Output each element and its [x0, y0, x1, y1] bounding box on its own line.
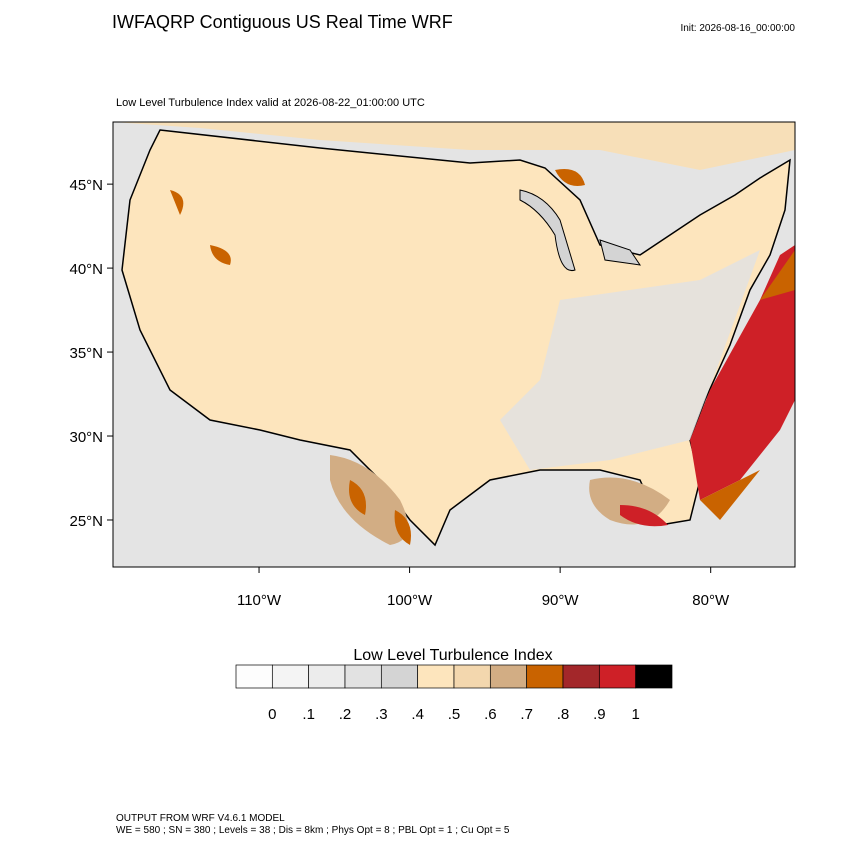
colorbar-box	[635, 664, 673, 689]
colorbar-box	[235, 664, 273, 689]
colorbar-tick-label: .5	[448, 706, 461, 723]
colorbar-tick-label: .4	[411, 706, 424, 723]
colorbar-box	[453, 664, 491, 689]
footer-line: WE = 580 ; SN = 380 ; Levels = 38 ; Dis …	[116, 825, 510, 836]
lon-tick-label: 80°W	[692, 592, 730, 609]
lat-tick-label: 35°N	[69, 345, 103, 362]
colorbar-tick-label: 1	[631, 706, 639, 723]
lon-tick-label: 90°W	[542, 592, 580, 609]
colorbar-box	[526, 664, 564, 689]
gulf-high-field	[620, 505, 668, 527]
colorbar-tick-label: .8	[557, 706, 570, 723]
lon-tick-label: 100°W	[387, 592, 433, 609]
init-time: Init: 2026-08-16_00:00:00	[680, 23, 795, 34]
colorbar-box	[417, 664, 455, 689]
colorbar: 0 .1 .2 .3 .4 .5 .6 .7 .8 .9 1	[235, 664, 673, 723]
title: IWFAQRP Contiguous US Real Time WRF	[112, 12, 453, 32]
footer-line: OUTPUT FROM WRF V4.6.1 MODEL	[116, 813, 285, 824]
canada-field	[113, 122, 795, 170]
atlantic-high-field	[690, 245, 795, 500]
colorbar-tick-label: .6	[484, 706, 497, 723]
lat-tick-label: 45°N	[69, 177, 103, 194]
colorbar-box	[562, 664, 600, 689]
mexico-field	[330, 455, 408, 545]
lat-tick-label: 40°N	[69, 261, 103, 278]
subtitle: Low Level Turbulence Index valid at 2026…	[116, 97, 425, 109]
colorbar-tick-label: .7	[520, 706, 533, 723]
colorbar-box	[344, 664, 382, 689]
colorbar-tick-label: .1	[302, 706, 315, 723]
map-frame	[112, 121, 796, 568]
colorbar-tick-label: .9	[593, 706, 606, 723]
atlantic-edge-field	[700, 250, 795, 520]
colorbar-box	[271, 664, 310, 689]
colorbar-title: Low Level Turbulence Index	[353, 647, 552, 664]
colorbar-box	[308, 664, 346, 689]
lat-tick-label: 30°N	[69, 429, 103, 446]
colorbar-tick-label: .2	[339, 706, 352, 723]
lat-tick-label: 25°N	[69, 513, 103, 530]
great-lakes	[519, 189, 642, 272]
map	[112, 121, 796, 568]
colorbar-box	[380, 664, 419, 689]
lon-tick-label: 110°W	[237, 592, 282, 609]
colorbar-tick-label: 0	[268, 706, 276, 723]
colorbar-box	[489, 664, 528, 689]
colorbar-box	[598, 664, 637, 689]
colorbar-tick-label: .3	[375, 706, 388, 723]
east-low-field	[500, 250, 760, 470]
